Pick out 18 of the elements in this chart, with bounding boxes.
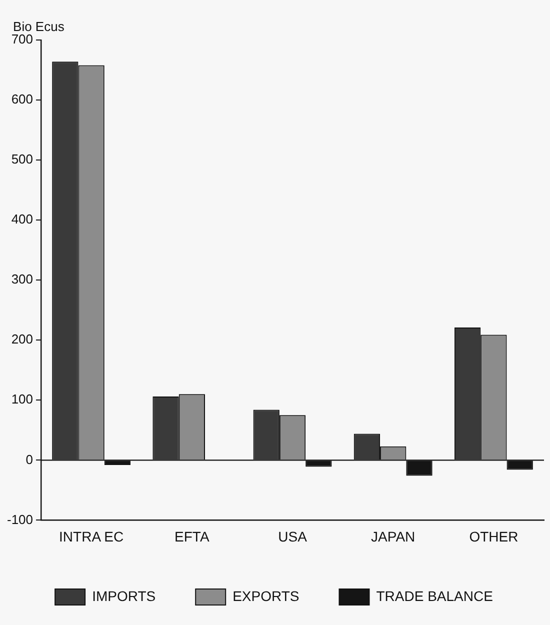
x-tick-label: USA — [278, 528, 308, 544]
y-tick-label: 600 — [11, 92, 34, 107]
y-tick-label: 0 — [26, 452, 34, 467]
legend-label: IMPORTS — [92, 588, 156, 604]
x-tick-label: EFTA — [174, 528, 210, 544]
x-tick-label: OTHER — [469, 528, 518, 544]
y-tick-label: 300 — [11, 272, 34, 287]
y-tick-label: 100 — [11, 392, 34, 407]
y-axis-title: Bio Ecus — [13, 19, 65, 34]
legend-label: TRADE BALANCE — [376, 588, 493, 604]
x-tick-label: INTRA EC — [59, 528, 124, 544]
y-tick-label: 700 — [11, 32, 34, 47]
legend-label: EXPORTS — [232, 588, 300, 604]
x-tick-label: JAPAN — [371, 528, 416, 544]
y-tick-label: 500 — [11, 152, 34, 167]
y-tick-label: -100 — [6, 512, 34, 527]
y-tick-label: 200 — [11, 332, 34, 347]
y-tick-label: 400 — [11, 212, 34, 227]
